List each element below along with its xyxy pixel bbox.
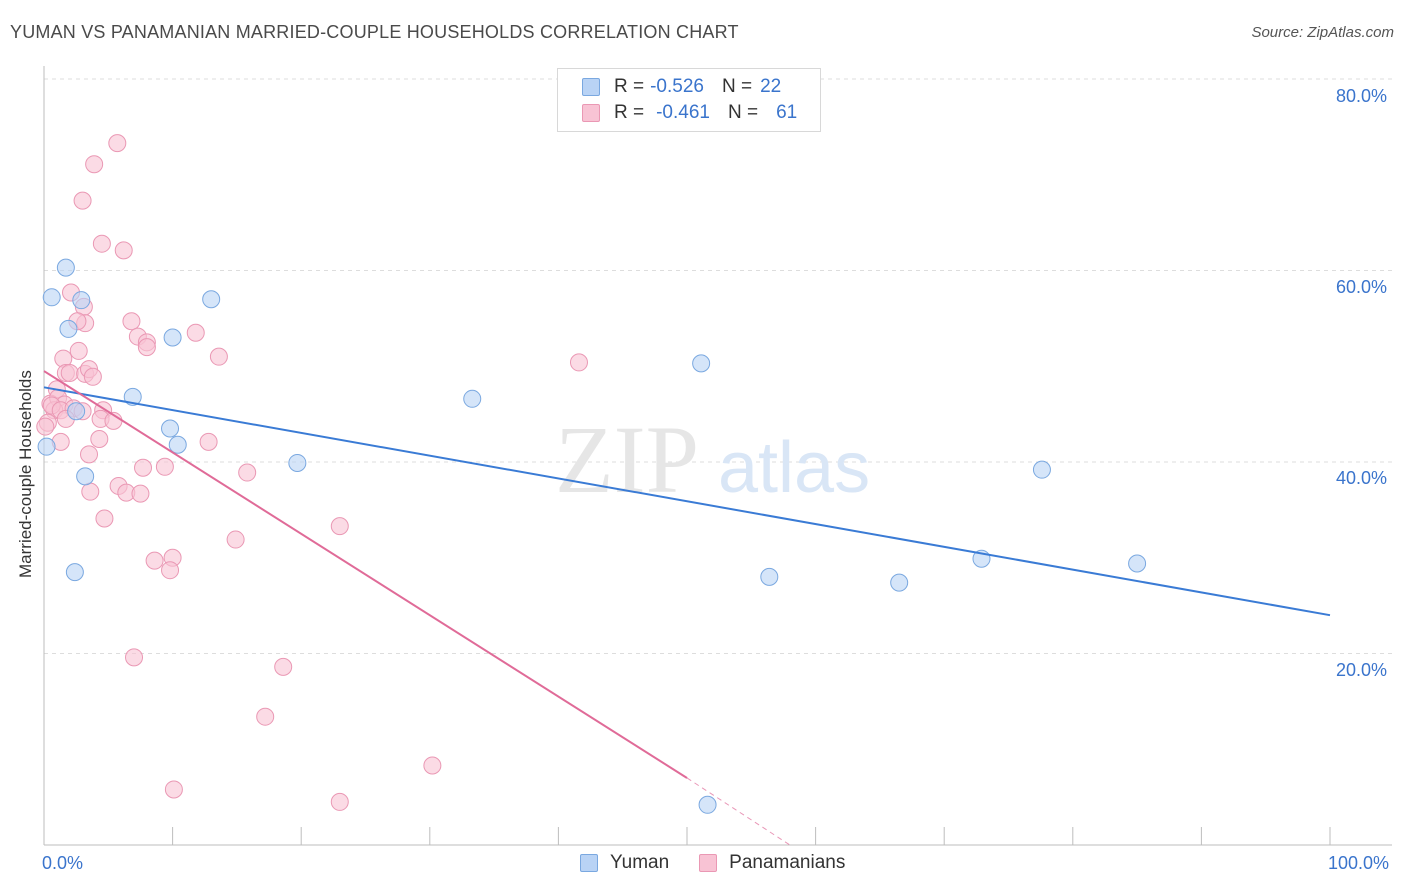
yuman-point — [37, 437, 56, 456]
axis-layer — [43, 66, 1392, 846]
legend-r-value: -0.461 — [656, 102, 710, 123]
panamanians-point — [330, 792, 349, 811]
yuman-point — [67, 402, 86, 421]
panamanians-point — [69, 341, 88, 360]
y-tick-label-40: 40.0% — [1336, 468, 1388, 488]
yuman-point — [65, 563, 84, 582]
legend-n-label: N = — [721, 76, 753, 97]
panamanians-trend-line — [43, 370, 688, 779]
legend-n-value: 61 — [776, 102, 798, 123]
yuman-point — [202, 290, 221, 309]
yuman-point — [890, 573, 909, 592]
yuman-point — [42, 288, 61, 307]
panamanians-point — [122, 312, 141, 331]
panamanians-point — [423, 756, 442, 775]
stats-legend: R = -0.526 N = 22 R = -0.461 N = 61 — [557, 68, 821, 132]
yuman-points — [37, 258, 1147, 814]
trend-lines — [43, 370, 1331, 846]
panamanians-points — [36, 134, 588, 811]
panamanians-point — [83, 367, 102, 386]
yuman-point — [698, 795, 717, 814]
panamanians-swatch — [699, 854, 718, 872]
yuman-point — [123, 387, 142, 406]
panamanians-point — [164, 780, 183, 799]
yuman-point — [56, 258, 75, 277]
panamanians-point — [199, 432, 218, 451]
x-tick-label-max: 100.0% — [1328, 853, 1390, 873]
watermark: ZIP atlas — [555, 406, 870, 513]
panamanians-point — [274, 657, 293, 676]
chart-title: YUMAN VS PANAMANIAN MARRIED-COUPLE HOUSE… — [10, 22, 739, 42]
panamanians-point — [36, 417, 55, 436]
legend-row-panamanians: R = -0.461 N = 61 — [582, 100, 797, 126]
series-legend: Yuman Panamanians — [580, 852, 875, 874]
y-tick-label-80: 80.0% — [1336, 86, 1388, 106]
yuman-point — [59, 319, 78, 338]
legend-r-label: R = — [614, 76, 645, 97]
yuman-point — [76, 467, 95, 486]
yuman-point — [692, 354, 711, 373]
yuman-swatch — [580, 854, 598, 872]
watermark-zip: ZIP — [555, 406, 699, 513]
yuman-point — [168, 435, 187, 454]
y-tick-label-20: 20.0% — [1336, 660, 1388, 680]
panamanians-point — [80, 445, 99, 464]
panamanians-point — [161, 561, 180, 580]
panamanians-point — [256, 707, 275, 726]
yuman-point — [1032, 460, 1051, 479]
panamanians-point — [73, 191, 92, 210]
x-tick-label-min: 0.0% — [42, 853, 84, 873]
yuman-point — [1128, 554, 1147, 573]
panamanians-point — [90, 430, 109, 449]
panamanians-point — [209, 347, 228, 366]
legend-n-value: 22 — [760, 76, 782, 97]
panamanians-point — [114, 241, 133, 260]
panamanians-swatch — [582, 104, 600, 122]
yuman-trend-line — [43, 386, 1331, 617]
panamanians-point — [226, 530, 245, 549]
yuman-point — [463, 389, 482, 408]
yuman-point — [163, 328, 182, 347]
panamanians-point — [60, 363, 79, 382]
panamanians-point — [145, 551, 164, 570]
panamanians-trend-extension — [686, 777, 791, 846]
panamanians-point — [137, 338, 156, 357]
yuman-point — [760, 567, 779, 586]
legend-r-value: -0.526 — [650, 76, 704, 97]
panamanians-point — [134, 458, 153, 477]
yuman-point — [72, 291, 91, 310]
legend-n-label: N = — [727, 102, 759, 123]
panamanians-point — [131, 484, 150, 503]
legend-item-yuman[interactable]: Yuman — [580, 852, 669, 874]
panamanians-point — [85, 155, 104, 174]
legend-r-label: R = — [614, 102, 645, 123]
panamanians-point — [108, 134, 127, 153]
panamanians-point — [92, 234, 111, 253]
panamanians-point — [81, 482, 100, 501]
legend-row-yuman: R = -0.526 N = 22 — [582, 74, 781, 100]
panamanians-point — [186, 323, 205, 342]
panamanians-point — [330, 517, 349, 536]
legend-item-panamanians[interactable]: Panamanians — [699, 852, 845, 874]
watermark-atlas: atlas — [718, 428, 870, 508]
panamanians-point — [569, 353, 588, 372]
grid-layer — [44, 78, 1392, 654]
panamanians-point — [125, 648, 144, 667]
yuman-point — [288, 453, 307, 472]
panamanians-point — [155, 457, 174, 476]
yuman-point — [161, 419, 180, 438]
legend-label-panamanians: Panamanians — [729, 852, 846, 873]
y-tick-label-60: 60.0% — [1336, 277, 1388, 297]
y-axis-label: Married-couple Households — [16, 370, 35, 578]
yuman-swatch — [582, 78, 600, 96]
panamanians-point — [95, 509, 114, 528]
source-credit: Source: ZipAtlas.com — [1251, 24, 1394, 41]
legend-label-yuman: Yuman — [610, 852, 670, 873]
panamanians-point — [238, 463, 257, 482]
